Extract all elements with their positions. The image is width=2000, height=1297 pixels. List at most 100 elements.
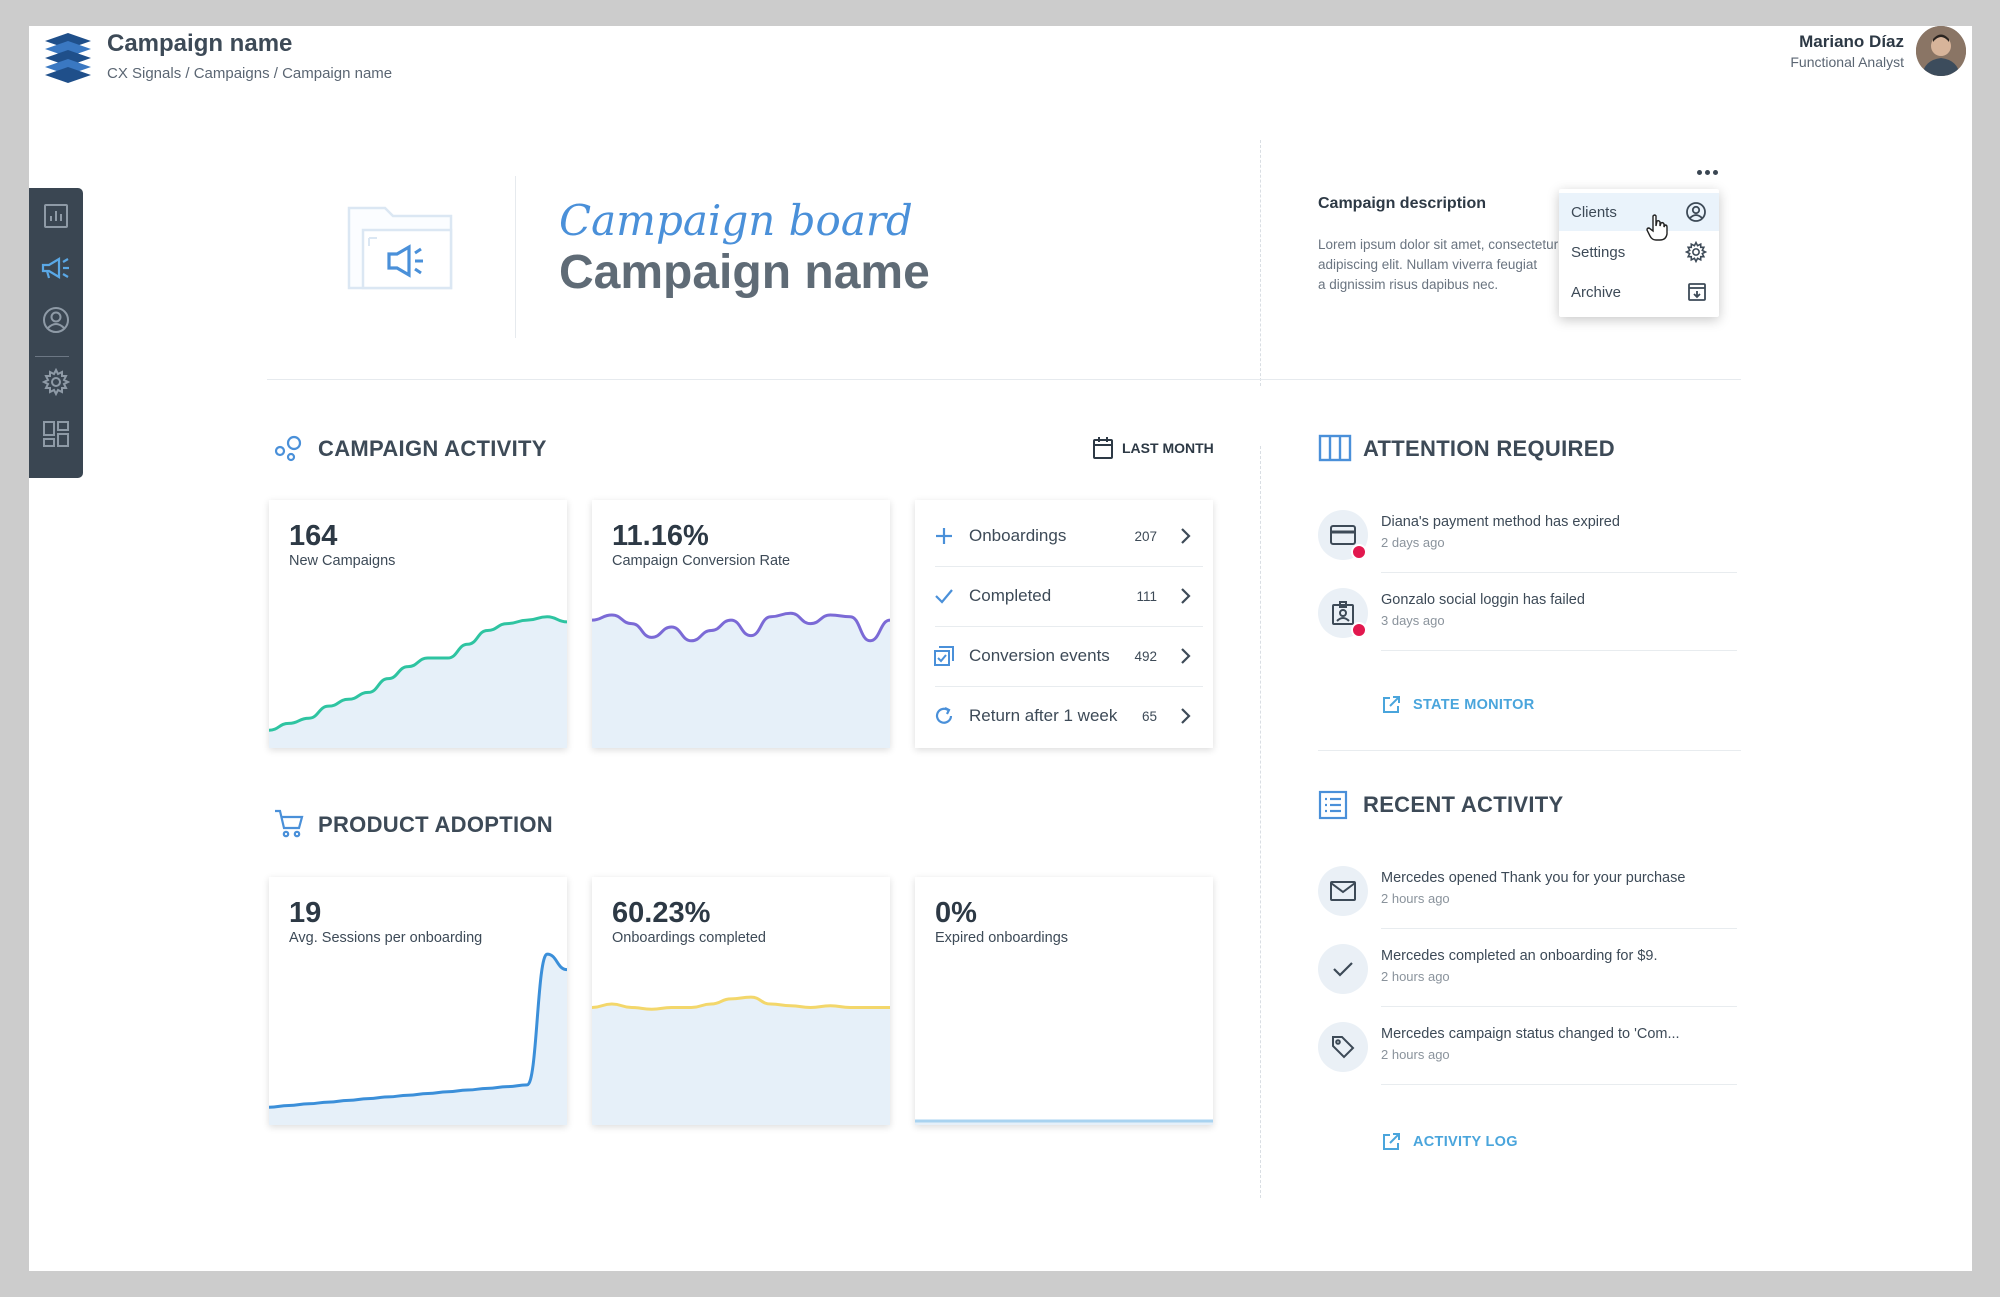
sidebar-item-reports[interactable]: [29, 194, 83, 238]
calendar-icon: [1093, 437, 1113, 459]
period-selector[interactable]: LAST MONTH: [1092, 436, 1214, 460]
chevron-right-icon: [1181, 528, 1191, 544]
sidebar-item-dashboard[interactable]: [29, 412, 83, 456]
description-title: Campaign description: [1318, 195, 1487, 212]
external-link-icon: [1383, 696, 1400, 713]
refresh-icon: [935, 707, 953, 724]
menu-item-clients[interactable]: Clients: [1559, 193, 1719, 231]
metric-label: Avg. Sessions per onboarding: [289, 930, 483, 946]
attention-required-title: ATTENTION REQUIRED: [1363, 436, 1615, 461]
notification-time: 2 hours ago: [1381, 969, 1450, 984]
id-badge-icon: [1332, 601, 1354, 625]
notification-text: Mercedes opened Thank you for your purch…: [1381, 870, 1686, 886]
metric-label: New Campaigns: [289, 553, 396, 569]
description-line: adipiscing elit. Nullam viverra feugiat: [1318, 257, 1538, 272]
metric-value: 60.23%: [612, 897, 711, 929]
tag-icon: [1332, 1036, 1355, 1059]
external-link-icon: [1383, 1133, 1400, 1150]
list-item-conversion-events[interactable]: Conversion events 492: [915, 626, 1213, 686]
list-item-label: Conversion events: [969, 646, 1110, 665]
notification-time: 2 days ago: [1381, 535, 1445, 550]
alert-dot: [1351, 544, 1367, 560]
menu-item-settings[interactable]: Settings: [1559, 233, 1719, 271]
attention-item[interactable]: Gonzalo social loggin has failed 3 days …: [1318, 578, 1741, 656]
mail-icon: [1330, 881, 1356, 901]
sidebar-item-users[interactable]: [29, 298, 83, 342]
chart-line: [269, 615, 567, 732]
notification-time: 2 hours ago: [1381, 891, 1450, 906]
row-divider: [1381, 650, 1737, 651]
metric-card-avg-sessions[interactable]: 19 Avg. Sessions per onboarding: [269, 877, 567, 1125]
sparkline-avg-sessions: [269, 952, 567, 1125]
list-item-completed[interactable]: Completed 111: [915, 566, 1213, 626]
columns-icon: [1318, 434, 1352, 462]
user-circle-icon: [43, 307, 69, 333]
sparkline-conversion-rate: [592, 611, 890, 748]
hero-divider: [515, 176, 516, 338]
activity-item[interactable]: Mercedes opened Thank you for your purch…: [1318, 856, 1741, 934]
sidebar: [29, 188, 83, 478]
notification-time: 2 hours ago: [1381, 1047, 1450, 1062]
more-options-button[interactable]: [1690, 162, 1724, 182]
options-menu: Clients Settings Archive: [1559, 189, 1719, 317]
sidebar-item-campaigns[interactable]: [29, 246, 83, 290]
chart-line: [269, 952, 567, 1109]
row-divider: [935, 566, 1203, 567]
metric-value: 164: [289, 520, 338, 552]
menu-item-archive[interactable]: Archive: [1559, 273, 1719, 311]
avatar[interactable]: [1916, 26, 1966, 76]
sidebar-item-settings[interactable]: [29, 360, 83, 404]
metric-card-expired-onboardings[interactable]: 0% Expired onboardings: [915, 877, 1213, 1125]
metric-label: Expired onboardings: [935, 930, 1069, 946]
app-logo[interactable]: [41, 31, 95, 85]
attention-item[interactable]: Diana's payment method has expired 2 day…: [1318, 500, 1741, 578]
list-item-label: Return after 1 week: [969, 706, 1118, 725]
metric-card-onboardings-completed[interactable]: 60.23% Onboardings completed: [592, 877, 890, 1125]
chart-area: [269, 616, 567, 748]
metric-card-new-campaigns[interactable]: 164 New Campaigns: [269, 500, 567, 748]
list-item-count: 65: [1141, 708, 1157, 724]
description-line: a dignissim risus dapibus nec.: [1318, 277, 1499, 292]
activity-list: Onboardings 207 Completed 111 Conversion…: [915, 500, 1213, 748]
description-divider: [1260, 140, 1261, 386]
product-adoption-title: PRODUCT ADOPTION: [318, 812, 553, 837]
notification-text: Gonzalo social loggin has failed: [1381, 592, 1585, 608]
recent-activity-title: RECENT ACTIVITY: [1363, 792, 1564, 817]
notification-text: Mercedes campaign status changed to 'Com…: [1381, 1026, 1680, 1042]
chevron-right-icon: [1181, 588, 1191, 604]
activity-item[interactable]: Mercedes campaign status changed to 'Com…: [1318, 1012, 1741, 1090]
link-label: ACTIVITY LOG: [1413, 1134, 1518, 1150]
breadcrumb[interactable]: CX Signals / Campaigns / Campaign name: [107, 65, 393, 82]
link-label: STATE MONITOR: [1413, 697, 1535, 713]
list-item-label: Onboardings: [969, 526, 1067, 545]
right-column-divider: [1260, 446, 1261, 1198]
sidebar-divider: [35, 356, 69, 357]
list-item-count: 111: [1136, 588, 1157, 604]
chart-line: [592, 611, 890, 643]
row-divider: [935, 626, 1203, 627]
activity-log-link[interactable]: ACTIVITY LOG: [1381, 1132, 1518, 1152]
chevron-right-icon: [1181, 648, 1191, 664]
row-divider: [1381, 928, 1737, 929]
list-item-return-after-week[interactable]: Return after 1 week 65: [915, 686, 1213, 746]
hand-cursor-icon: [1646, 214, 1668, 241]
dashboard-icon: [43, 421, 69, 447]
archive-icon: [1688, 283, 1706, 301]
alert-dot: [1351, 622, 1367, 638]
checklist-icon: [934, 646, 954, 666]
chart-line: [592, 995, 890, 1011]
state-monitor-link[interactable]: STATE MONITOR: [1381, 695, 1535, 715]
activity-item[interactable]: Mercedes completed an onboarding for $9.…: [1318, 934, 1741, 1012]
gear-icon: [1685, 241, 1707, 263]
metric-card-conversion-rate[interactable]: 11.16% Campaign Conversion Rate: [592, 500, 890, 748]
period-label: LAST MONTH: [1122, 440, 1214, 456]
list-item-onboardings[interactable]: Onboardings 207: [915, 506, 1213, 566]
chart-area: [269, 954, 567, 1125]
megaphone-icon: [41, 257, 69, 279]
row-divider: [1381, 1006, 1737, 1007]
campaign-folder-illustration: [347, 206, 453, 290]
sparkline-expired-onboardings: [915, 1119, 1213, 1125]
campaign-activity-title: CAMPAIGN ACTIVITY: [318, 436, 547, 461]
notification-text: Diana's payment method has expired: [1381, 514, 1620, 530]
board-label: Campaign board: [559, 196, 913, 245]
